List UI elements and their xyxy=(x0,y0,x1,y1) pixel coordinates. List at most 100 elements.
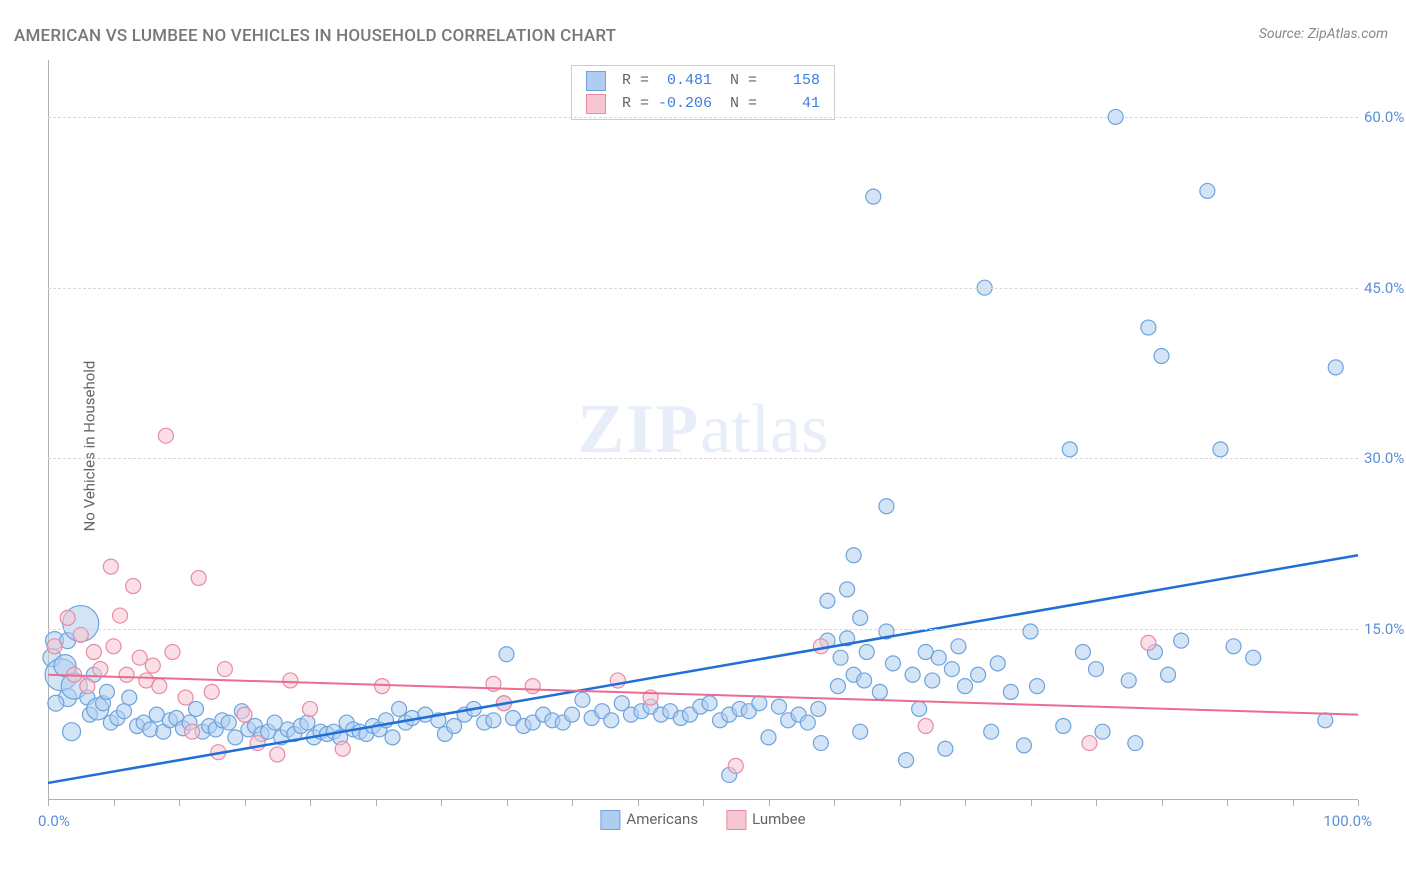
data-point xyxy=(80,679,95,694)
data-point xyxy=(143,722,158,737)
gridline xyxy=(48,458,1358,459)
data-point xyxy=(185,724,200,739)
data-point xyxy=(1089,662,1104,677)
data-point xyxy=(106,639,121,654)
x-tick xyxy=(769,800,770,806)
data-point xyxy=(204,684,219,699)
data-point xyxy=(752,696,767,711)
x-tick xyxy=(310,800,311,806)
data-point xyxy=(859,645,874,660)
data-point xyxy=(99,684,114,699)
data-point xyxy=(86,645,101,660)
data-point xyxy=(1328,360,1343,375)
legend-label: Americans xyxy=(626,810,698,828)
legend-item: Lumbee xyxy=(726,810,806,830)
stats-row: R = -0.206 N = 41 xyxy=(586,93,820,116)
data-point xyxy=(178,690,193,705)
data-point xyxy=(813,736,828,751)
x-tick xyxy=(965,800,966,806)
legend-bottom: Americans Lumbee xyxy=(600,810,805,830)
data-point xyxy=(228,730,243,745)
data-point xyxy=(126,578,141,593)
scatter-plot: ZIPatlas R = 0.481 N = 158R = -0.206 N =… xyxy=(48,60,1358,800)
y-tick-label: 60.0% xyxy=(1364,108,1406,126)
data-point xyxy=(119,667,134,682)
data-point xyxy=(800,715,815,730)
data-point xyxy=(990,656,1005,671)
data-point xyxy=(853,724,868,739)
x-axis-max-label: 100.0% xyxy=(1323,812,1372,830)
data-point xyxy=(303,701,318,716)
data-point xyxy=(1161,667,1176,682)
data-point xyxy=(1023,624,1038,639)
legend-swatch xyxy=(600,810,620,830)
data-point xyxy=(48,695,64,711)
data-point xyxy=(1226,639,1241,654)
data-point xyxy=(116,704,131,719)
data-point xyxy=(918,719,933,734)
data-point xyxy=(912,701,927,716)
x-tick xyxy=(1293,800,1294,806)
x-tick xyxy=(1096,800,1097,806)
x-tick xyxy=(245,800,246,806)
data-point xyxy=(1141,635,1156,650)
data-point xyxy=(145,658,160,673)
data-point xyxy=(1128,736,1143,751)
stats-row: R = 0.481 N = 158 xyxy=(586,70,820,93)
gridline xyxy=(48,117,1358,118)
x-tick xyxy=(638,800,639,806)
data-point xyxy=(392,701,407,716)
data-point xyxy=(113,608,128,623)
data-point xyxy=(853,610,868,625)
y-tick-label: 45.0% xyxy=(1364,279,1406,297)
data-point xyxy=(270,747,285,762)
data-point xyxy=(375,679,390,694)
legend-swatch xyxy=(586,71,606,91)
data-point xyxy=(1174,633,1189,648)
data-point xyxy=(840,582,855,597)
x-tick xyxy=(1162,800,1163,806)
source-label: Source: ZipAtlas.com xyxy=(1259,26,1388,42)
x-tick xyxy=(572,800,573,806)
data-point xyxy=(165,645,180,660)
data-point xyxy=(958,679,973,694)
data-point xyxy=(217,662,232,677)
data-point xyxy=(971,667,986,682)
data-point xyxy=(300,715,315,730)
data-point xyxy=(830,679,845,694)
legend-label: Lumbee xyxy=(752,810,806,828)
data-point xyxy=(1213,442,1228,457)
data-point xyxy=(283,673,298,688)
data-point xyxy=(132,650,147,665)
chart-title: AMERICAN VS LUMBEE NO VEHICLES IN HOUSEH… xyxy=(14,26,616,46)
data-point xyxy=(47,639,62,654)
data-point xyxy=(820,593,835,608)
data-point xyxy=(152,679,167,694)
data-point xyxy=(1318,713,1333,728)
data-point xyxy=(1095,724,1110,739)
data-point xyxy=(761,730,776,745)
data-point xyxy=(335,741,350,756)
data-point xyxy=(486,713,501,728)
y-tick-label: 15.0% xyxy=(1364,620,1406,638)
data-point xyxy=(1056,719,1071,734)
data-point xyxy=(1141,320,1156,335)
data-point xyxy=(866,189,881,204)
data-point xyxy=(846,548,861,563)
gridline xyxy=(48,288,1358,289)
data-point xyxy=(771,699,786,714)
legend-swatch xyxy=(726,810,746,830)
data-point xyxy=(857,673,872,688)
data-point xyxy=(1030,679,1045,694)
legend-swatch xyxy=(586,94,606,114)
data-point xyxy=(938,741,953,756)
x-tick xyxy=(1227,800,1228,806)
data-point xyxy=(237,707,252,722)
data-point xyxy=(931,650,946,665)
data-point xyxy=(1246,650,1261,665)
x-tick xyxy=(507,800,508,806)
legend-item: Americans xyxy=(600,810,698,830)
x-tick xyxy=(441,800,442,806)
data-point xyxy=(885,656,900,671)
x-tick xyxy=(900,800,901,806)
